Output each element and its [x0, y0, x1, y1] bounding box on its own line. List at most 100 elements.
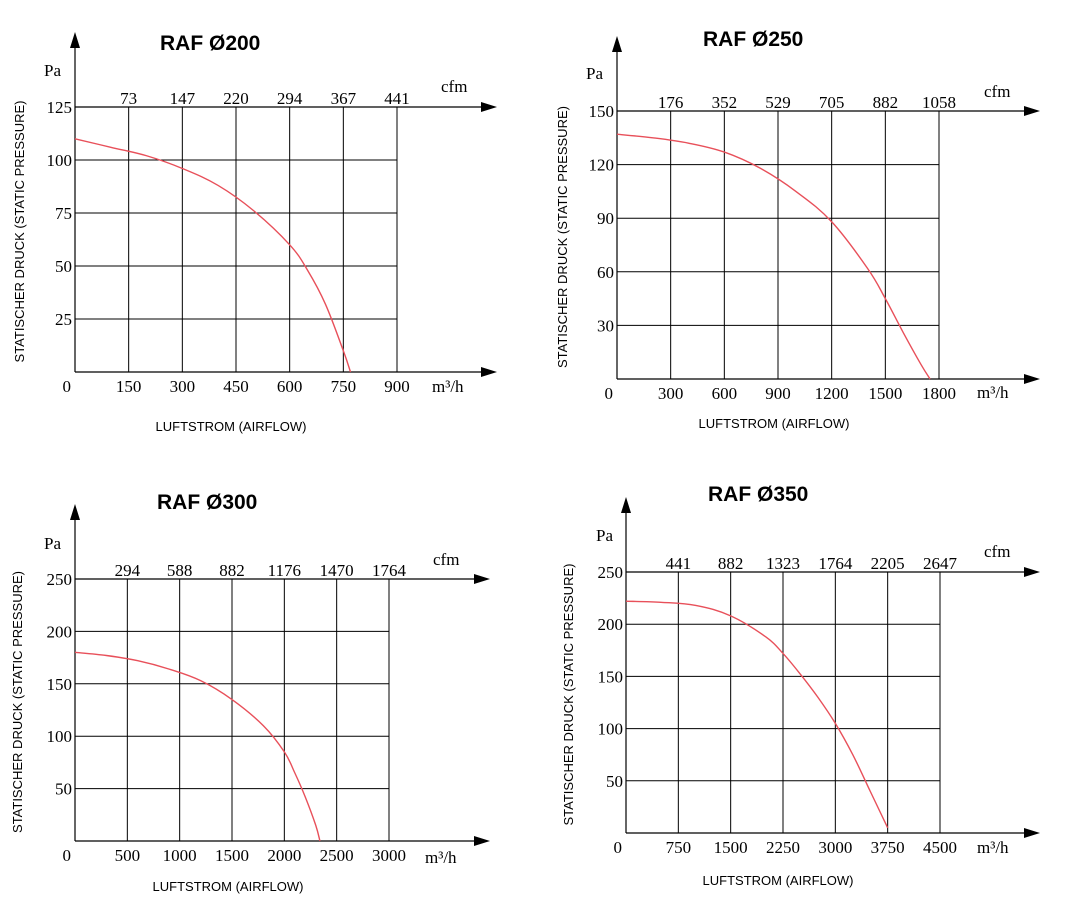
cfm-unit-label: cfm — [984, 82, 1010, 101]
cfm-tick-label: 1764 — [372, 561, 407, 580]
x-axis-arrow-icon — [474, 836, 490, 846]
y-tick-label: 50 — [55, 780, 72, 799]
cfm-axis-arrow-icon — [1024, 567, 1040, 577]
x-tick-label: 750 — [331, 377, 357, 396]
chart-title: RAF Ø200 — [160, 32, 260, 55]
chart-panel: RAF Ø300 0 50 100 150 200 250 500 1000 1500 2000 25… — [10, 491, 490, 894]
cfm-axis-arrow-icon — [474, 574, 490, 584]
x-tick-label: 1800 — [922, 384, 956, 403]
cfm-tick-label: 73 — [120, 89, 137, 108]
y-axis-arrow-icon — [612, 36, 622, 52]
y-tick-label: 50 — [55, 257, 72, 276]
y-unit-label: Pa — [44, 61, 61, 80]
x-tick-label: 3000 — [372, 846, 406, 865]
x-tick-label: 500 — [115, 846, 141, 865]
chart-panel: RAF Ø350 0 50 100 150 200 250 750 1500 2250 3000 37… — [561, 483, 1040, 888]
x-axis-title: LUFTSTROM (AIRFLOW) — [156, 419, 307, 434]
x-tick-label: 750 — [666, 838, 692, 857]
cfm-axis-arrow-icon — [1024, 106, 1040, 116]
cfm-unit-label: cfm — [433, 550, 459, 569]
performance-curve — [625, 600, 889, 829]
x-axis-arrow-icon — [1024, 374, 1040, 384]
x-tick-label: 600 — [712, 384, 738, 403]
x-unit-label: m³/h — [425, 848, 457, 867]
y-axis-title: STATISCHER DRUCK (STATIC PRESSURE) — [561, 564, 576, 826]
x-unit-label: m³/h — [977, 838, 1009, 857]
chart-panel: RAF Ø250 0 30 60 90 120 150 300 600 900 1200 1500 18… — [555, 28, 1040, 431]
y-tick-label: 50 — [606, 772, 623, 791]
x-tick-label: 900 — [384, 377, 410, 396]
x-tick-label: 3000 — [818, 838, 852, 857]
y-tick-label: 0 — [63, 377, 72, 396]
y-axis-title: STATISCHER DRUCK (STATIC PRESSURE) — [10, 571, 25, 833]
y-tick-label: 200 — [47, 622, 73, 641]
y-axis-arrow-icon — [70, 32, 80, 48]
x-tick-label: 1000 — [163, 846, 197, 865]
x-axis-title: LUFTSTROM (AIRFLOW) — [703, 873, 854, 888]
y-unit-label: Pa — [586, 64, 603, 83]
x-tick-label: 2000 — [267, 846, 301, 865]
x-tick-label: 1500 — [215, 846, 249, 865]
x-unit-label: m³/h — [977, 383, 1009, 402]
y-tick-label: 90 — [597, 209, 614, 228]
y-tick-label: 75 — [55, 204, 72, 223]
cfm-tick-label: 882 — [873, 93, 899, 112]
y-tick-label: 60 — [597, 263, 614, 282]
x-tick-label: 150 — [116, 377, 142, 396]
x-tick-label: 2500 — [320, 846, 354, 865]
x-tick-label: 3750 — [871, 838, 905, 857]
x-unit-label: m³/h — [432, 377, 464, 396]
y-tick-label: 100 — [47, 151, 73, 170]
cfm-tick-label: 529 — [765, 93, 791, 112]
x-tick-label: 300 — [170, 377, 196, 396]
cfm-tick-label: 705 — [819, 93, 845, 112]
y-unit-label: Pa — [596, 526, 613, 545]
cfm-tick-label: 352 — [712, 93, 738, 112]
y-axis-arrow-icon — [621, 497, 631, 513]
performance-curve — [616, 133, 931, 380]
cfm-tick-label: 294 — [277, 89, 303, 108]
cfm-tick-label: 882 — [718, 554, 744, 573]
x-axis-title: LUFTSTROM (AIRFLOW) — [699, 416, 850, 431]
y-axis-arrow-icon — [70, 504, 80, 520]
cfm-tick-label: 176 — [658, 93, 684, 112]
cfm-tick-label: 588 — [167, 561, 193, 580]
x-tick-label: 900 — [765, 384, 791, 403]
x-tick-label: 600 — [277, 377, 303, 396]
y-tick-label: 100 — [47, 727, 73, 746]
x-axis-arrow-icon — [1024, 828, 1040, 838]
cfm-tick-label: 882 — [219, 561, 245, 580]
x-tick-label: 1500 — [714, 838, 748, 857]
x-tick-label: 300 — [658, 384, 684, 403]
performance-curve — [74, 651, 321, 842]
cfm-unit-label: cfm — [441, 77, 467, 96]
cfm-tick-label: 367 — [331, 89, 357, 108]
cfm-tick-label: 220 — [223, 89, 249, 108]
performance-curve — [74, 138, 352, 373]
cfm-tick-label: 1764 — [818, 554, 853, 573]
x-tick-label: 1200 — [815, 384, 849, 403]
y-axis-title: STATISCHER DRUCK (STATIC PRESSURE) — [12, 101, 27, 363]
x-tick-label: 1500 — [868, 384, 902, 403]
x-tick-label: 450 — [223, 377, 249, 396]
y-tick-label: 0 — [63, 846, 72, 865]
x-tick-label: 4500 — [923, 838, 957, 857]
y-tick-label: 100 — [598, 720, 624, 739]
y-axis-title: STATISCHER DRUCK (STATIC PRESSURE) — [555, 106, 570, 368]
chart-title: RAF Ø300 — [157, 491, 257, 514]
x-axis-arrow-icon — [481, 367, 497, 377]
x-tick-label: 2250 — [766, 838, 800, 857]
cfm-tick-label: 1470 — [320, 561, 354, 580]
y-unit-label: Pa — [44, 534, 61, 553]
cfm-unit-label: cfm — [984, 542, 1010, 561]
cfm-axis-arrow-icon — [481, 102, 497, 112]
chart-title: RAF Ø350 — [708, 483, 808, 506]
y-tick-label: 250 — [47, 570, 73, 589]
chart-panel: RAF Ø200 0 25 50 75 100 125 150 300 450 600 750 900 7… — [12, 32, 497, 434]
y-tick-label: 150 — [589, 102, 615, 121]
cfm-tick-label: 1176 — [268, 561, 301, 580]
cfm-tick-label: 1058 — [922, 93, 956, 112]
cfm-tick-label: 2205 — [871, 554, 905, 573]
y-tick-label: 125 — [47, 98, 73, 117]
